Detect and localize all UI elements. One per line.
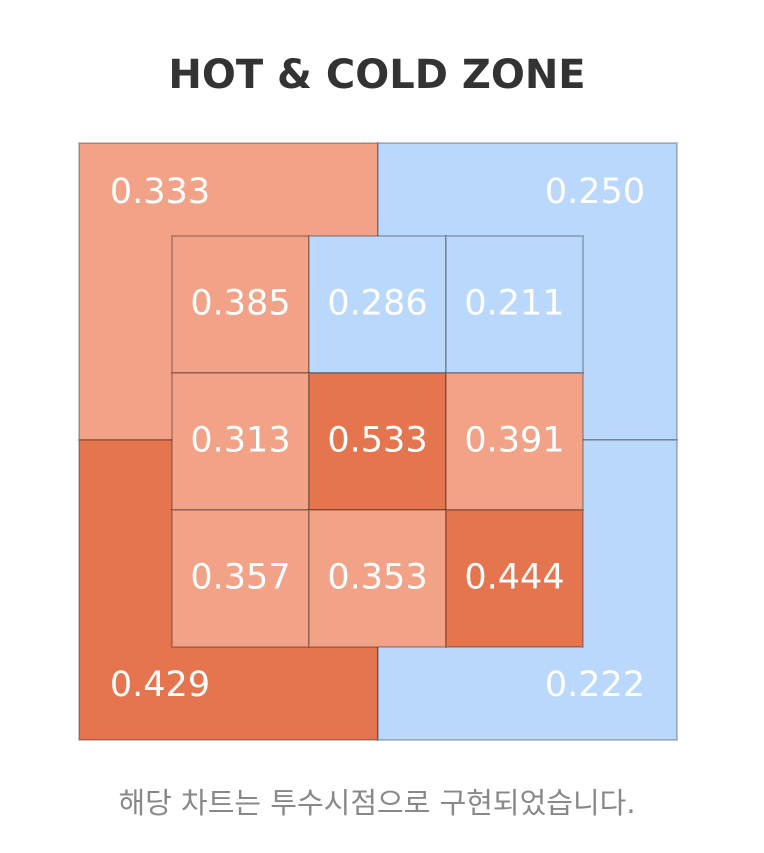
cell-value: 0.391 [464,421,564,461]
footnote: 해당 차트는 투수시점으로 구현되었습니다. [118,786,635,820]
zone-cell [308,509,447,648]
zone-cell [171,509,310,648]
title: HOT & COLD ZONE [168,52,585,98]
cell-value: 0.313 [190,421,290,461]
zone-cell [445,509,584,648]
cell-value: 0.385 [190,284,290,324]
cell-value: 0.211 [464,284,564,324]
zone-value: 0.222 [545,665,645,705]
zone-value: 0.429 [110,665,210,705]
zone-cell [445,235,584,374]
cell-value: 0.533 [327,421,427,461]
zone-cell [445,372,584,511]
zone-value: 0.250 [545,172,645,212]
cell-value: 0.286 [327,284,427,324]
cell-value: 0.353 [327,558,427,598]
cell-value: 0.357 [190,558,290,598]
cells: 0.385 0.286 0.211 0.313 0.533 0.391 0.357 0.353… [171,235,584,648]
zone-value: 0.333 [110,172,210,212]
zone-cell [308,372,447,511]
cell-value: 0.444 [464,558,564,598]
